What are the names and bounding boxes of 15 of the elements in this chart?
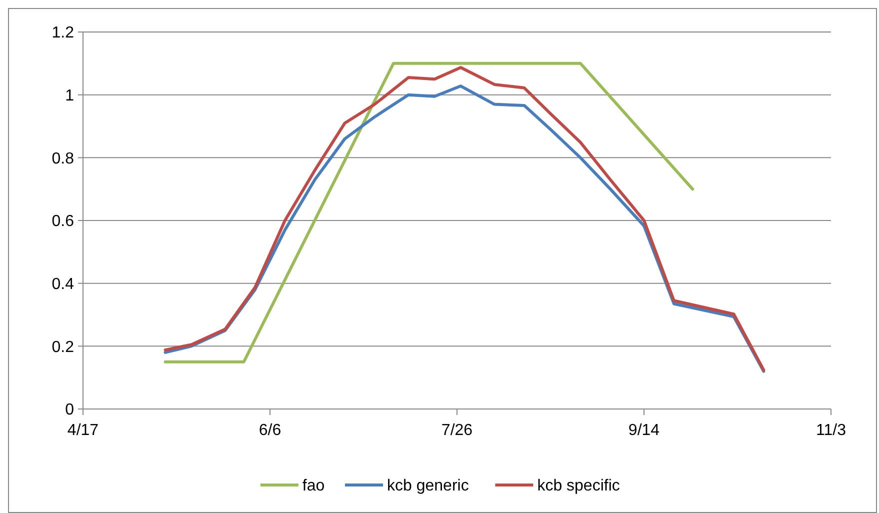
y-tick-label: 0.6 — [52, 213, 74, 230]
y-tick-label: 0.2 — [52, 338, 74, 356]
x-tick-label: 6/6 — [258, 422, 282, 439]
x-tick-label: 4/17 — [67, 422, 99, 439]
legend-label: kcb specific — [537, 478, 620, 495]
legend-label: fao — [302, 478, 325, 495]
y-tick-label: 1.2 — [52, 24, 74, 42]
x-tick-label: 11/3 — [816, 422, 846, 439]
y-tick-label: 0.8 — [52, 150, 74, 168]
y-tick-label: 0 — [65, 402, 74, 419]
x-tick-label: 7/26 — [441, 422, 473, 439]
legend-label: kcb generic — [387, 478, 469, 495]
y-tick-label: 0.4 — [52, 276, 74, 293]
x-tick-label: 9/14 — [628, 422, 660, 439]
y-tick-label: 1 — [65, 87, 74, 104]
